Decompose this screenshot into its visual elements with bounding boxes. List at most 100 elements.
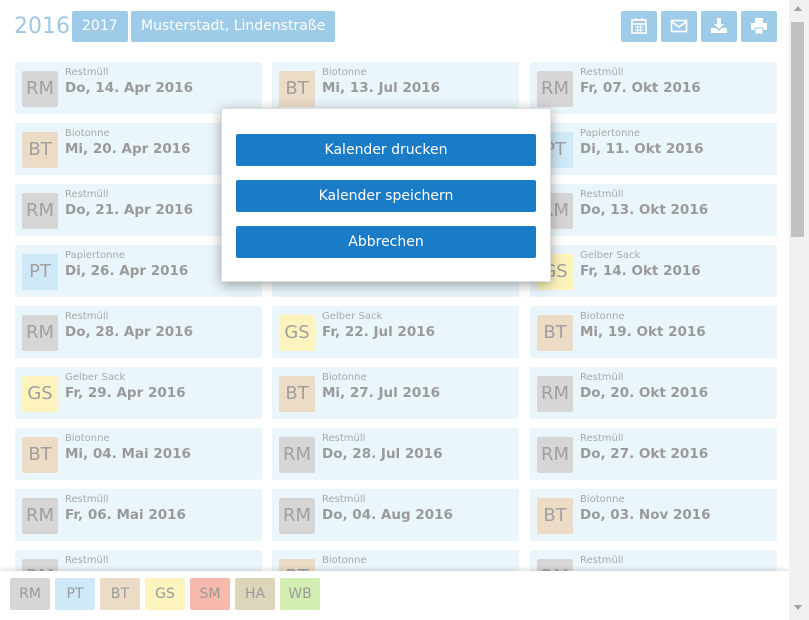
dialog-button[interactable]: Kalender drucken — [236, 134, 536, 166]
waste-badge: BT — [537, 315, 573, 351]
pickup-date: Di, 11. Okt 2016 — [580, 141, 704, 157]
waste-type: Restmüll — [65, 494, 109, 505]
print-icon — [751, 18, 767, 35]
waste-type: Papiertonne — [65, 250, 125, 261]
pickup-date: Fr, 06. Mai 2016 — [65, 507, 186, 523]
pickup-date: Mi, 20. Apr 2016 — [65, 141, 191, 157]
waste-badge: RM — [22, 193, 58, 229]
waste-badge: RM — [279, 498, 315, 534]
waste-type: Restmüll — [65, 555, 109, 566]
pickup-date: Fr, 29. Apr 2016 — [65, 385, 186, 401]
pickup-card: GS Gelber Sack Fr, 14. Okt 2016 — [530, 245, 777, 297]
current-year: 2016 — [14, 14, 70, 39]
pickup-card: BT Biotonne Do, 03. Nov 2016 — [530, 489, 777, 541]
waste-type: Restmüll — [580, 433, 624, 444]
pickup-card: BT Biotonne Mi, 19. Okt 2016 — [530, 306, 777, 358]
pickup-card: BT Biotonne Mi, 13. Jul 2016 — [272, 62, 519, 114]
legend-item[interactable]: RM — [10, 578, 50, 610]
mail-button[interactable] — [661, 11, 697, 42]
pickup-card: BT Biotonne Mi, 20. Apr 2016 — [15, 123, 262, 175]
scroll-thumb[interactable] — [791, 22, 804, 237]
waste-type: Restmüll — [322, 433, 366, 444]
waste-type: Restmüll — [580, 189, 624, 200]
scrollbar[interactable] — [789, 0, 809, 620]
pickup-card: RM Restmüll Do, 28. Apr 2016 — [15, 306, 262, 358]
pickup-date: Mi, 19. Okt 2016 — [580, 324, 706, 340]
pickup-date: Do, 04. Aug 2016 — [322, 507, 453, 523]
location-button[interactable]: Musterstadt, Lindenstraße — [131, 11, 336, 42]
pickup-card: RM Restmüll Do, 04. Aug 2016 — [272, 489, 519, 541]
waste-type: Biotonne — [65, 433, 110, 444]
calendar-icon — [631, 18, 647, 34]
pickup-date: Di, 26. Apr 2016 — [65, 263, 189, 279]
pickup-card: PT Papiertonne Di, 11. Okt 2016 — [530, 123, 777, 175]
waste-badge: BT — [22, 437, 58, 473]
pickup-date: Do, 21. Apr 2016 — [65, 202, 193, 218]
legend-bar: RM PT BT GS SM HA WB — [0, 571, 789, 620]
waste-type: Biotonne — [65, 128, 110, 139]
scroll-arrows — [794, 6, 802, 610]
pickup-date: Mi, 27. Jul 2016 — [322, 385, 441, 401]
pickup-card: RM Restmüll Fr, 07. Okt 2016 — [530, 62, 777, 114]
pickup-date: Mi, 13. Jul 2016 — [322, 80, 441, 96]
waste-type: Gelber Sack — [65, 372, 126, 383]
pickup-card: RM Restmüll Do, 20. Okt 2016 — [530, 367, 777, 419]
waste-type: Gelber Sack — [322, 311, 383, 322]
legend-item[interactable]: HA — [235, 578, 275, 610]
waste-badge: RM — [22, 498, 58, 534]
waste-type: Biotonne — [322, 67, 367, 78]
waste-type: Restmüll — [65, 67, 109, 78]
waste-badge: PT — [22, 254, 58, 290]
waste-type: Gelber Sack — [580, 250, 641, 261]
pickup-date: Do, 03. Nov 2016 — [580, 507, 711, 523]
calendar-button[interactable] — [621, 11, 657, 42]
pickup-date: Fr, 07. Okt 2016 — [580, 80, 701, 96]
pickup-date: Do, 28. Jul 2016 — [322, 446, 443, 462]
legend-item[interactable]: SM — [190, 578, 230, 610]
next-year-button[interactable]: 2017 — [72, 11, 128, 42]
pickup-card: RM Restmüll Do, 21. Apr 2016 — [15, 184, 262, 236]
download-icon — [711, 18, 727, 33]
waste-badge: RM — [22, 71, 58, 107]
pickup-card: BT Biotonne Mi, 27. Jul 2016 — [272, 367, 519, 419]
pickup-date: Fr, 22. Jul 2016 — [322, 324, 436, 340]
waste-badge: GS — [22, 376, 58, 412]
waste-type: Biotonne — [322, 372, 367, 383]
legend-item[interactable]: BT — [100, 578, 140, 610]
waste-badge: RM — [279, 437, 315, 473]
download-button[interactable] — [701, 11, 737, 42]
waste-badge: BT — [537, 498, 573, 534]
waste-type: Biotonne — [580, 494, 625, 505]
pickup-date: Mi, 04. Mai 2016 — [65, 446, 191, 462]
waste-badge: GS — [279, 315, 315, 351]
pickup-date: Do, 14. Apr 2016 — [65, 80, 193, 96]
waste-badge: BT — [22, 132, 58, 168]
legend-item[interactable]: GS — [145, 578, 185, 610]
pickup-date: Fr, 14. Okt 2016 — [580, 263, 701, 279]
waste-badge: BT — [279, 376, 315, 412]
pickup-card: GS Gelber Sack Fr, 22. Jul 2016 — [272, 306, 519, 358]
waste-type: Restmüll — [580, 555, 624, 566]
pickup-card: RM Restmüll Do, 27. Okt 2016 — [530, 428, 777, 480]
dialog-button[interactable]: Kalender speichern — [236, 180, 536, 212]
pickup-card: RM Restmüll Do, 14. Apr 2016 — [15, 62, 262, 114]
legend-item[interactable]: WB — [280, 578, 320, 610]
waste-badge: RM — [22, 315, 58, 351]
waste-type: Biotonne — [322, 555, 367, 566]
pickup-card: PT Papiertonne Di, 26. Apr 2016 — [15, 245, 262, 297]
waste-type: Restmüll — [65, 311, 109, 322]
waste-type: Restmüll — [322, 494, 366, 505]
pickup-date: Do, 20. Okt 2016 — [580, 385, 709, 401]
waste-type: Biotonne — [580, 311, 625, 322]
mail-icon — [670, 19, 688, 33]
pickup-card: RM Restmüll Do, 28. Jul 2016 — [272, 428, 519, 480]
pickup-date: Do, 13. Okt 2016 — [580, 202, 709, 218]
waste-badge: RM — [537, 71, 573, 107]
print-button[interactable] — [741, 11, 777, 42]
waste-badge: BT — [279, 71, 315, 107]
dialog-button[interactable]: Abbrechen — [236, 226, 536, 258]
pickup-card: GS Gelber Sack Fr, 29. Apr 2016 — [15, 367, 262, 419]
legend-item[interactable]: PT — [55, 578, 95, 610]
